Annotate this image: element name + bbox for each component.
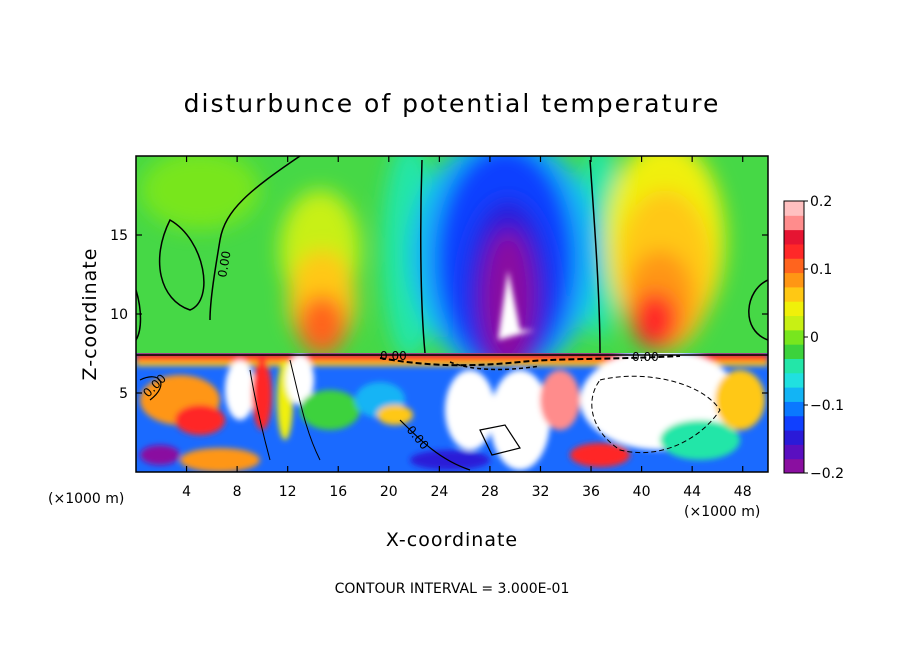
x-tick-label: 48 <box>734 484 752 500</box>
x-tick-label: 44 <box>683 484 701 500</box>
contour-label-3: 0.00 <box>632 350 659 364</box>
x-ticks: 4 8 12 16 20 24 28 32 36 40 44 48 <box>182 156 752 500</box>
x-axis-label: X-coordinate <box>386 529 518 551</box>
x-tick-label: 36 <box>582 484 600 500</box>
upper-field <box>136 156 768 353</box>
colorbar-swatch <box>784 358 804 374</box>
colorbar-tick-label: 0 <box>810 330 819 346</box>
colorbar-tick-label: −0.1 <box>810 398 844 414</box>
y-tick-label: 5 <box>119 386 128 402</box>
colorbar-tick-label: −0.2 <box>810 466 844 482</box>
x-tick-label: 8 <box>233 484 242 500</box>
colorbar-swatch <box>784 401 804 417</box>
y-axis-label: Z-coordinate <box>79 248 101 381</box>
colorbar-swatch <box>784 415 804 431</box>
colorbar-swatch <box>784 458 804 474</box>
x-tick-label: 40 <box>633 484 651 500</box>
x-tick-label: 28 <box>481 484 499 500</box>
y-tick-label: 10 <box>110 307 128 323</box>
colorbar-swatch <box>784 387 804 402</box>
x-tick-label: 32 <box>532 484 550 500</box>
colorbar-swatch <box>784 372 804 388</box>
x-tick-label: 16 <box>329 484 347 500</box>
chart-title: disturbunce of potential temperature <box>184 89 721 118</box>
x-tick-label: 20 <box>380 484 398 500</box>
colorbar-swatch <box>784 444 804 460</box>
colorbar-tick-label: 0.2 <box>810 194 832 210</box>
colorbar-swatch <box>784 201 804 216</box>
y-tick-label: 15 <box>110 228 128 244</box>
colorbar-tick-label: 0.1 <box>810 262 832 278</box>
colorbar-swatch <box>784 229 804 245</box>
y-ticks: 5 10 15 <box>110 228 768 402</box>
x-tick-label: 24 <box>430 484 448 500</box>
colorbar-ticks: 0.2 0.1 0 −0.1 −0.2 <box>804 194 844 482</box>
x-tick-label: 12 <box>279 484 297 500</box>
colorbar-swatch <box>784 344 804 359</box>
colorbar-swatch <box>784 430 804 445</box>
colorbar-swatch <box>784 272 804 288</box>
colorbar-swatch <box>784 286 804 302</box>
colorbar-swatch <box>784 258 804 274</box>
x-unit-left: (×1000 m) <box>48 491 124 507</box>
x-tick-label: 4 <box>182 484 191 500</box>
colorbar-swatch <box>784 215 804 231</box>
colorbar-swatch <box>784 329 804 345</box>
colorbar <box>784 201 804 474</box>
colorbar-swatch <box>784 315 804 331</box>
contour-label-1: 0.00 <box>215 250 233 279</box>
lower-field <box>136 353 768 472</box>
contour-interval-note: CONTOUR INTERVAL = 3.000E-01 <box>335 581 570 597</box>
colorbar-swatch <box>784 243 804 259</box>
x-unit-right: (×1000 m) <box>684 504 760 520</box>
colorbar-swatch <box>784 301 804 317</box>
contour-label-2: 0.00 <box>380 349 407 363</box>
